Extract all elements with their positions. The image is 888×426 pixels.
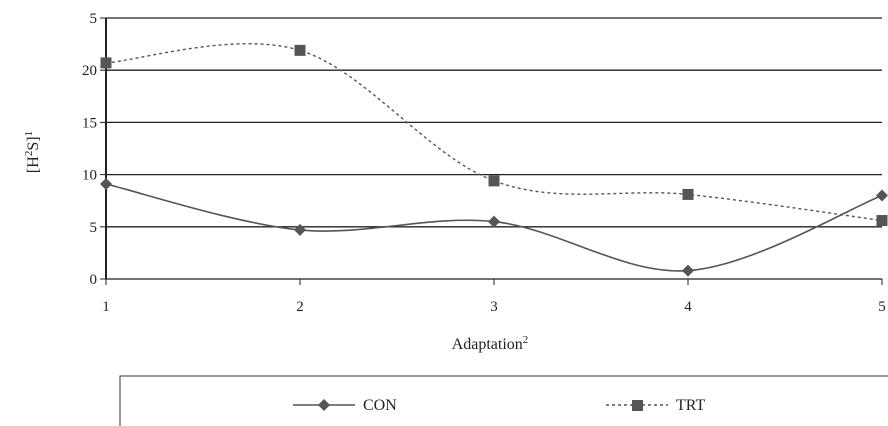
data-point-trt xyxy=(488,175,500,187)
legend-trt-marker xyxy=(632,400,643,411)
data-point-con xyxy=(682,264,694,277)
legend-item-con: CON xyxy=(293,397,397,414)
x-tick-label: 4 xyxy=(684,299,692,315)
legend-frame xyxy=(119,375,888,426)
series-lines xyxy=(105,43,883,272)
legend: CON TRT xyxy=(119,375,888,426)
data-point-con xyxy=(876,189,888,202)
y-tick-label: 0 xyxy=(90,272,98,288)
x-tick-label: 2 xyxy=(296,299,304,315)
axes xyxy=(100,17,883,285)
data-point-trt xyxy=(100,57,112,69)
data-point-con xyxy=(100,177,112,190)
tick-labels: 0 5 10 15 20 5 1 2 3 4 5 xyxy=(82,11,886,315)
series-line-trt xyxy=(105,43,883,222)
legend-trt-label: TRT xyxy=(676,397,705,414)
x-tick-label: 3 xyxy=(490,299,498,315)
y-axis-title: [H2S]1 xyxy=(23,131,42,173)
y-tick-label: 5 xyxy=(90,11,98,27)
series-markers xyxy=(100,44,888,277)
data-point-trt xyxy=(294,44,306,56)
data-point-trt xyxy=(682,188,694,200)
legend-con-label: CON xyxy=(363,397,397,414)
x-tick-label: 1 xyxy=(102,299,110,315)
y-tick-label: 10 xyxy=(82,168,97,184)
x-axis-title: Adaptation2 xyxy=(452,334,529,353)
legend-item-trt: TRT xyxy=(606,397,705,414)
legend-con-marker xyxy=(318,399,330,411)
gridlines xyxy=(106,17,882,228)
data-point-con xyxy=(488,215,500,228)
x-tick-label: 5 xyxy=(878,299,886,315)
data-point-con xyxy=(294,223,306,236)
data-point-trt xyxy=(876,215,888,227)
y-tick-label: 5 xyxy=(90,220,98,236)
y-tick-label: 15 xyxy=(82,115,97,131)
y-tick-label: 20 xyxy=(82,63,97,79)
